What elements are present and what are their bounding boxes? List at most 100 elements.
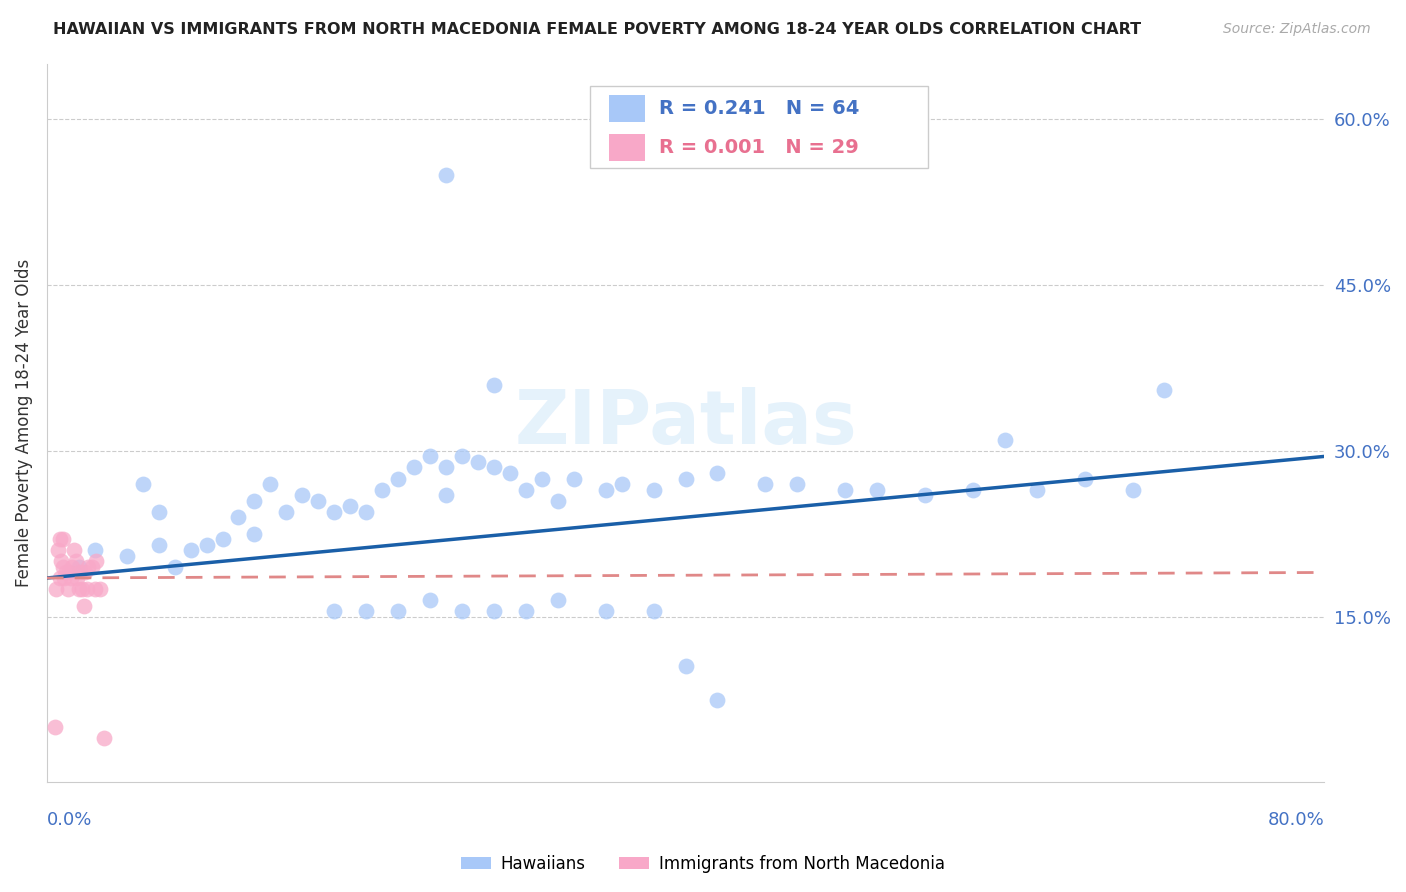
Point [962,483,984,497]
Text: Source: ZipAtlas.com: Source: ZipAtlas.com [1223,22,1371,37]
Point [387,471,409,485]
Point [259,477,281,491]
Point [323,604,346,618]
Point [291,488,314,502]
Text: R = 0.001   N = 29: R = 0.001 N = 29 [658,138,859,157]
Point [387,604,409,618]
Point [643,604,665,618]
Point [339,499,361,513]
Point [44,720,66,734]
Point [530,471,553,485]
Point [75,566,97,580]
Point [482,604,505,618]
Point [515,483,537,497]
Point [65,554,87,568]
Point [77,560,100,574]
Point [354,604,377,618]
Point [180,543,202,558]
Point [643,483,665,497]
Point [482,377,505,392]
Point [243,493,266,508]
Point [419,450,441,464]
Text: 80.0%: 80.0% [1267,811,1324,830]
Legend: Hawaiians, Immigrants from North Macedonia: Hawaiians, Immigrants from North Macedon… [454,848,952,880]
Point [547,493,569,508]
Point [595,604,617,618]
Point [434,168,457,182]
Point [62,560,84,574]
Point [80,560,103,574]
FancyBboxPatch shape [609,95,644,122]
Point [55,566,77,580]
Point [195,538,218,552]
Point [451,450,474,464]
Point [56,582,79,596]
Point [706,466,728,480]
Point [163,560,186,574]
Point [243,526,266,541]
FancyBboxPatch shape [589,86,928,169]
Point [115,549,138,563]
Point [499,466,522,480]
Point [45,582,67,596]
Point [866,483,889,497]
Point [354,505,377,519]
Point [1073,471,1095,485]
Point [52,533,75,547]
Point [404,460,426,475]
FancyBboxPatch shape [609,134,644,161]
Text: ZIPatlas: ZIPatlas [515,387,856,459]
Point [70,582,93,596]
Point [148,505,170,519]
Point [467,455,489,469]
Point [434,460,457,475]
Point [754,477,776,491]
Point [83,543,105,558]
Point [451,604,474,618]
Point [610,477,633,491]
Point [276,505,298,519]
Point [48,533,70,547]
Point [1122,483,1144,497]
Point [52,560,75,574]
Point [93,731,115,746]
Point [48,571,70,585]
Y-axis label: Female Poverty Among 18-24 Year Olds: Female Poverty Among 18-24 Year Olds [15,260,32,588]
Point [786,477,808,491]
Point [434,488,457,502]
Point [675,659,697,673]
Point [323,505,346,519]
Text: 0.0%: 0.0% [46,811,93,830]
Point [834,483,856,497]
Point [211,533,233,547]
Point [67,582,90,596]
Text: R = 0.241   N = 64: R = 0.241 N = 64 [658,99,859,119]
Point [83,582,105,596]
Point [994,433,1017,447]
Point [67,560,90,574]
Point [675,471,697,485]
Point [1153,383,1175,397]
Point [58,566,80,580]
Point [51,554,73,568]
Point [419,593,441,607]
Point [914,488,936,502]
Text: HAWAIIAN VS IMMIGRANTS FROM NORTH MACEDONIA FEMALE POVERTY AMONG 18-24 YEAR OLDS: HAWAIIAN VS IMMIGRANTS FROM NORTH MACEDO… [53,22,1142,37]
Point [562,471,585,485]
Point [131,477,153,491]
Point [515,604,537,618]
Point [46,543,69,558]
Point [595,483,617,497]
Point [76,582,98,596]
Point [72,599,94,613]
Point [482,460,505,475]
Point [63,543,86,558]
Point [371,483,394,497]
Point [89,582,111,596]
Point [1025,483,1047,497]
Point [547,593,569,607]
Point [148,538,170,552]
Point [69,566,91,580]
Point [706,692,728,706]
Point [86,554,108,568]
